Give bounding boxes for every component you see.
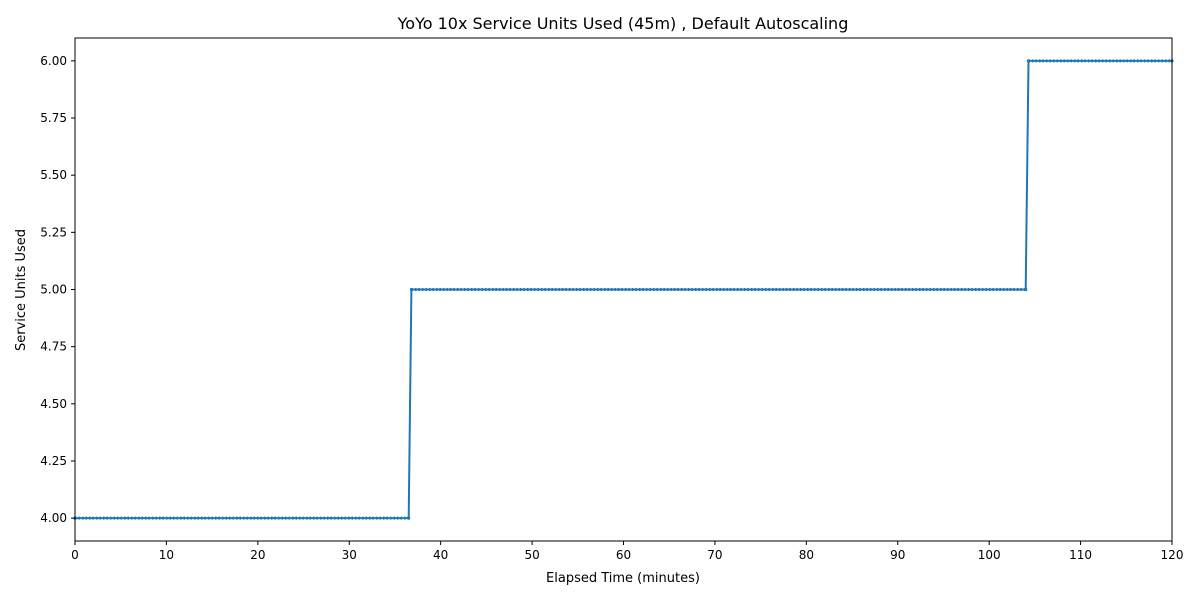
x-tick-label: 100: [978, 548, 1001, 562]
y-tick-label: 5.25: [40, 225, 67, 239]
y-tick-label: 5.50: [40, 168, 67, 182]
x-tick-label: 90: [890, 548, 905, 562]
y-tick-label: 4.25: [40, 454, 67, 468]
series-layer: [73, 59, 1174, 520]
x-tick-label: 120: [1161, 548, 1184, 562]
series-point: [407, 516, 411, 520]
series-point: [409, 287, 414, 292]
plot-frame: [74, 37, 1173, 542]
x-tick-label: 0: [71, 548, 79, 562]
x-tick-label: 50: [524, 548, 539, 562]
series-point: [1024, 287, 1028, 292]
chart-title: YoYo 10x Service Units Used (45m) , Defa…: [397, 14, 849, 33]
y-tick-label: 4.50: [40, 397, 67, 411]
x-axis-ticks: 0 10 20 30 40 50 60 70 80 90 100 110 120: [71, 541, 1183, 562]
x-tick-label: 110: [1069, 548, 1092, 562]
x-tick-label: 40: [433, 548, 448, 562]
y-tick-label: 5.75: [40, 111, 67, 125]
y-tick-label: 6.00: [40, 54, 67, 68]
x-tick-label: 10: [159, 548, 174, 562]
y-tick-label: 5.00: [40, 283, 67, 297]
y-axis-label: Service Units Used: [14, 229, 29, 351]
y-axis-ticks: 4.00 4.25 4.50 4.75 5.00 5.25 5.50 5.75 6.00: [40, 54, 75, 525]
series-line: [75, 59, 1172, 520]
series-point: [1026, 59, 1031, 63]
y-tick-label: 4.75: [40, 340, 67, 354]
x-tick-label: 30: [342, 548, 357, 562]
x-tick-label: 20: [250, 548, 265, 562]
x-tick-label: 60: [616, 548, 631, 562]
y-tick-label: 4.00: [40, 511, 67, 525]
x-tick-label: 70: [707, 548, 722, 562]
x-tick-label: 80: [799, 548, 814, 562]
x-axis-label: Elapsed Time (minutes): [546, 571, 700, 586]
